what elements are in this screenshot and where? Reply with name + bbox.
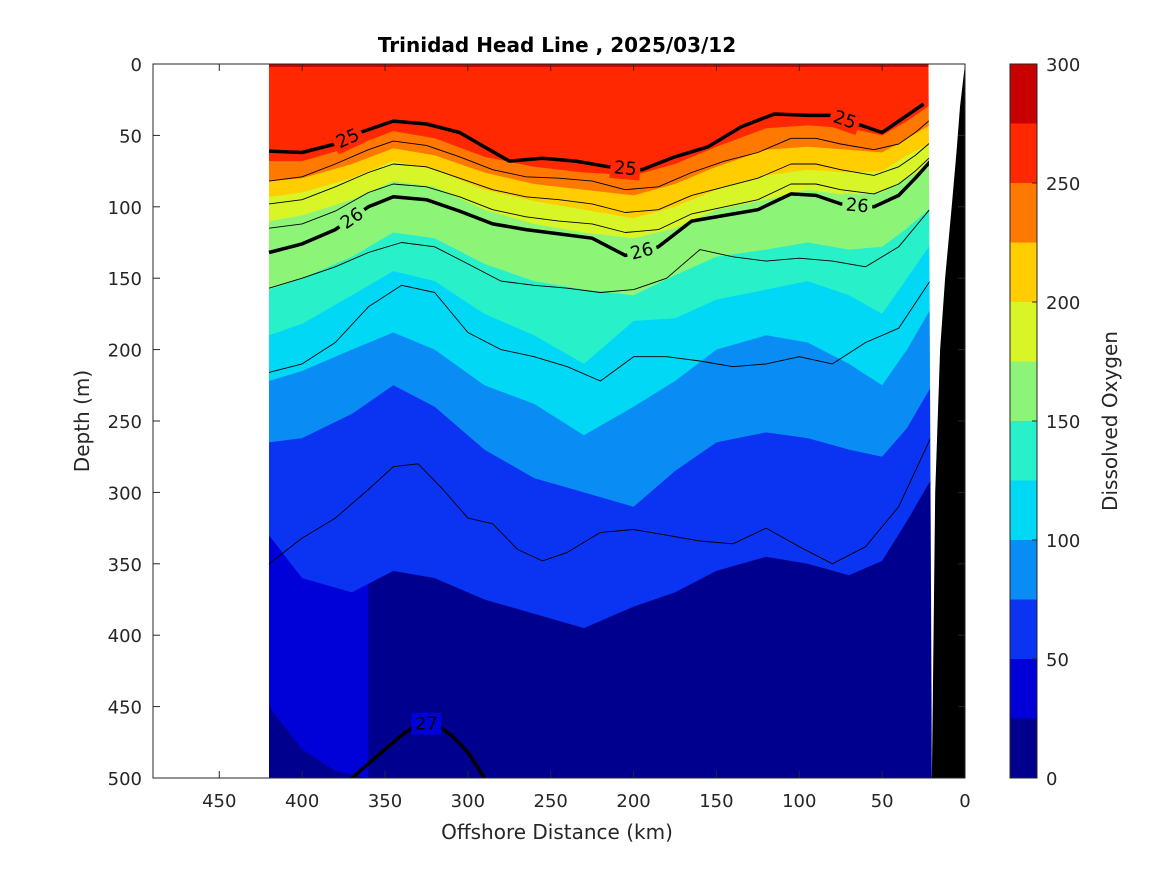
contour-label-25: 25 <box>613 157 638 180</box>
colorbar-swatch-175 <box>1010 302 1037 362</box>
y-tick-label: 500 <box>108 769 142 790</box>
colorbar-swatch-200 <box>1010 242 1037 302</box>
colorbar-title: Dissolved Oxygen <box>1098 331 1122 511</box>
colorbar-swatch-0 <box>1010 718 1037 778</box>
x-tick-label: 150 <box>699 791 733 812</box>
x-tick-label: 350 <box>368 791 402 812</box>
contour-label-bg <box>624 236 660 266</box>
y-tick-label: 250 <box>108 412 142 433</box>
x-tick-label: 100 <box>782 791 816 812</box>
colorbar-ticks: 0 50 100 150 200 250 300 <box>1032 55 1080 790</box>
colorbar-swatch-50 <box>1010 599 1037 659</box>
colorbar-tick-label: 0 <box>1046 769 1057 790</box>
colorbar-swatch-250 <box>1010 123 1037 183</box>
seafloor-shelf <box>931 64 965 778</box>
isopycnal-thin-4 <box>268 140 933 213</box>
colorbar-tick-label: 50 <box>1046 650 1069 671</box>
colorbar-tick-label: 200 <box>1046 293 1080 314</box>
y-tick-label: 300 <box>108 483 142 504</box>
contour-label-bg <box>411 712 442 735</box>
oxygen-band-above-275 <box>269 64 932 67</box>
colorbar-tick-label: 250 <box>1046 174 1080 195</box>
y-axis-title: Depth (m) <box>70 370 94 472</box>
colorbar-swatch-125 <box>1010 421 1037 481</box>
colorbar-swatch-150 <box>1010 361 1037 421</box>
colorbar-tick-label: 150 <box>1046 412 1080 433</box>
y-tick-label: 50 <box>119 126 142 147</box>
y-tick-label: 450 <box>108 698 142 719</box>
contour-label-bg <box>609 156 642 181</box>
colorbar-swatch-25 <box>1010 659 1037 719</box>
contour-label-bg <box>827 104 863 135</box>
x-tick-label: 0 <box>959 791 970 812</box>
contour-label-26: 26 <box>845 194 870 217</box>
colorbar-swatches <box>1010 64 1037 778</box>
isopycnal-thin-7 <box>268 277 933 382</box>
x-tick-label: 200 <box>616 791 650 812</box>
colorbar-tick-label: 300 <box>1046 55 1080 76</box>
y-tick-label: 100 <box>108 198 142 219</box>
colorbar: 0 50 100 150 200 250 300 Dissolved Oxygen <box>1009 55 1122 790</box>
isopycnal-thin-6 <box>268 206 933 293</box>
x-tick-label: 450 <box>202 791 236 812</box>
contour-label-27: 27 <box>415 714 438 735</box>
y-tick-label: 200 <box>108 341 142 362</box>
nearshore-gap <box>928 64 965 778</box>
y-tick-label: 150 <box>108 269 142 290</box>
colorbar-swatch-100 <box>1010 480 1037 540</box>
x-tick-label: 400 <box>285 791 319 812</box>
isopycnal-thin-5 <box>268 155 933 233</box>
colorbar-swatch-75 <box>1010 540 1037 600</box>
contour-label-bg <box>841 193 874 218</box>
isopycnal-thin-8 <box>268 435 933 565</box>
colorbar-tick-label: 100 <box>1046 531 1080 552</box>
contour-label-bg <box>333 200 371 236</box>
x-axis-title: Offshore Distance (km) <box>441 820 673 844</box>
colorbar-swatch-225 <box>1010 183 1037 243</box>
x-axis: 450 400 350 300 250 200 150 100 50 0 <box>202 64 971 812</box>
contour-label-bg <box>329 121 366 155</box>
oxygen-bands <box>269 64 932 778</box>
y-tick-label: 400 <box>108 626 142 647</box>
y-tick-label: 0 <box>131 55 142 76</box>
x-tick-label: 300 <box>451 791 485 812</box>
isopycnal-thin-3 <box>268 117 933 191</box>
colorbar-swatch-275 <box>1010 64 1037 124</box>
y-tick-label: 350 <box>108 555 142 576</box>
seafloor <box>928 64 965 778</box>
x-tick-label: 50 <box>871 791 894 812</box>
x-tick-label: 250 <box>534 791 568 812</box>
y-axis: 0 50 100 150 200 250 300 350 400 450 500 <box>108 55 965 790</box>
oxygen-band-above-250 <box>269 64 932 176</box>
chart-title: Trinidad Head Line , 2025/03/12 <box>378 33 736 57</box>
